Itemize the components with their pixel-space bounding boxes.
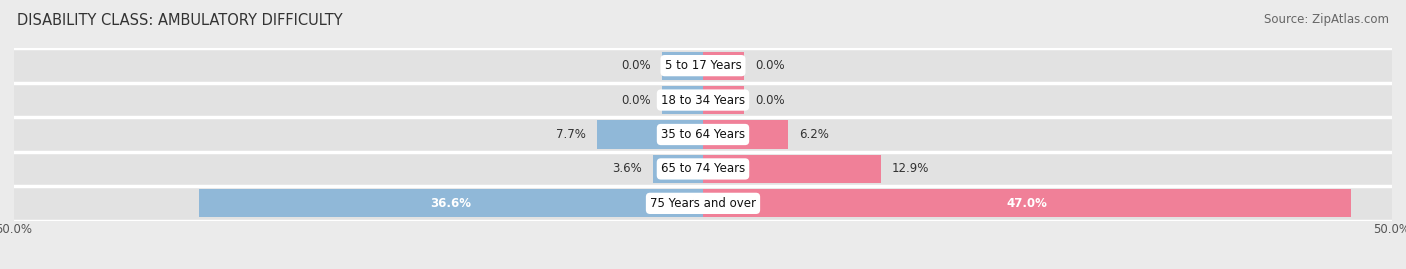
Bar xyxy=(662,86,703,114)
Text: 75 Years and over: 75 Years and over xyxy=(650,197,756,210)
Bar xyxy=(14,117,1392,152)
Bar xyxy=(703,189,1351,217)
Text: 0.0%: 0.0% xyxy=(621,59,651,72)
Text: 65 to 74 Years: 65 to 74 Years xyxy=(661,162,745,175)
Bar xyxy=(703,155,880,183)
Text: 12.9%: 12.9% xyxy=(891,162,929,175)
Bar xyxy=(14,83,1392,117)
Text: 36.6%: 36.6% xyxy=(430,197,471,210)
Bar xyxy=(198,189,703,217)
Text: 7.7%: 7.7% xyxy=(555,128,586,141)
Text: 0.0%: 0.0% xyxy=(621,94,651,107)
Bar xyxy=(14,186,1392,221)
Text: DISABILITY CLASS: AMBULATORY DIFFICULTY: DISABILITY CLASS: AMBULATORY DIFFICULTY xyxy=(17,13,343,29)
Text: 18 to 34 Years: 18 to 34 Years xyxy=(661,94,745,107)
Bar xyxy=(703,86,744,114)
Bar xyxy=(598,121,703,148)
Bar xyxy=(654,155,703,183)
Bar xyxy=(662,52,703,80)
Text: 6.2%: 6.2% xyxy=(800,128,830,141)
Text: Source: ZipAtlas.com: Source: ZipAtlas.com xyxy=(1264,13,1389,26)
Text: 5 to 17 Years: 5 to 17 Years xyxy=(665,59,741,72)
Text: 0.0%: 0.0% xyxy=(755,94,785,107)
Bar xyxy=(703,52,744,80)
Text: 47.0%: 47.0% xyxy=(1007,197,1047,210)
Text: 3.6%: 3.6% xyxy=(613,162,643,175)
Text: 0.0%: 0.0% xyxy=(755,59,785,72)
Bar xyxy=(14,152,1392,186)
Bar xyxy=(14,48,1392,83)
Text: 35 to 64 Years: 35 to 64 Years xyxy=(661,128,745,141)
Bar xyxy=(703,121,789,148)
